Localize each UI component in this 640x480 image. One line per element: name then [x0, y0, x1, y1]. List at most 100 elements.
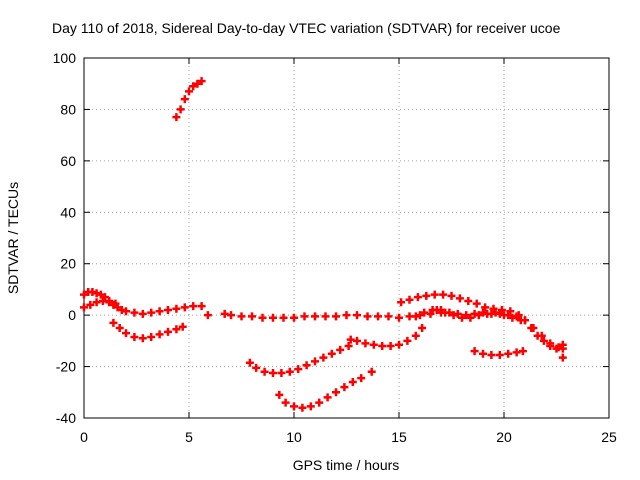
series-arc-8	[346, 324, 427, 350]
x-tick-label: 5	[185, 429, 193, 445]
data-point	[512, 312, 521, 321]
series-arc-2	[80, 288, 206, 318]
y-tick-label: 80	[60, 101, 76, 117]
data-point	[466, 313, 475, 322]
grid-lines	[84, 58, 609, 418]
x-tick-label: 0	[80, 429, 88, 445]
data-point	[416, 311, 424, 320]
data-point	[537, 331, 546, 340]
data-point	[449, 311, 458, 320]
data-point	[453, 309, 462, 318]
data-point	[413, 293, 422, 302]
data-point	[285, 367, 294, 376]
data-point	[395, 313, 403, 322]
data-point	[180, 303, 189, 312]
data-point	[189, 302, 198, 311]
data-point	[397, 298, 406, 307]
data-point	[420, 308, 429, 317]
data-point	[275, 390, 284, 399]
data-point	[323, 393, 332, 402]
data-point	[539, 336, 548, 345]
chart-title: Day 110 of 2018, Sidereal Day-to-day VTE…	[52, 20, 561, 36]
data-point	[164, 306, 172, 314]
data-point	[298, 403, 307, 412]
data-point	[260, 367, 269, 376]
data-point	[185, 87, 193, 96]
data-point	[483, 309, 492, 318]
data-point	[245, 358, 254, 367]
y-tick-label: 60	[60, 153, 76, 169]
data-point	[269, 369, 277, 377]
data-point	[472, 299, 481, 308]
data-point	[92, 289, 101, 298]
y-tick-label: 100	[53, 50, 77, 66]
data-point	[227, 311, 235, 320]
series-arc-1	[172, 77, 206, 122]
x-axis-label: GPS time / hours	[293, 457, 400, 473]
data-point	[147, 308, 156, 317]
data-point	[319, 353, 328, 362]
data-point	[88, 288, 97, 296]
series-arc-6	[245, 342, 353, 377]
data-point	[220, 309, 229, 318]
data-point	[470, 309, 479, 318]
data-point	[462, 311, 471, 320]
data-point	[554, 343, 563, 352]
data-point	[346, 335, 355, 344]
data-point	[342, 311, 351, 320]
data-point	[130, 308, 139, 317]
data-point	[252, 363, 261, 372]
data-point	[395, 340, 403, 349]
data-point	[80, 303, 88, 312]
series-arc-4	[109, 318, 187, 343]
data-point	[111, 299, 120, 308]
data-point	[529, 324, 538, 332]
data-point	[384, 312, 393, 321]
x-tick-label: 25	[601, 429, 617, 445]
data-point	[193, 79, 202, 88]
series-arc-12	[470, 347, 527, 359]
data-point	[138, 309, 147, 318]
data-point	[348, 378, 357, 386]
data-point	[290, 313, 298, 322]
data-point	[411, 312, 420, 321]
data-point	[336, 345, 345, 354]
data-point	[386, 342, 395, 350]
data-point	[458, 313, 466, 322]
data-point	[487, 351, 496, 359]
data-point	[117, 306, 126, 314]
data-point	[516, 316, 525, 325]
y-tick-label: -20	[56, 359, 76, 375]
data-point	[479, 349, 487, 358]
y-tick-label: -40	[56, 410, 76, 426]
data-point	[430, 290, 439, 299]
data-point	[474, 311, 483, 320]
data-point	[130, 333, 139, 341]
data-point	[109, 318, 118, 327]
data-point	[403, 336, 412, 345]
data-point	[279, 313, 288, 322]
data-point	[155, 307, 164, 316]
data-point	[353, 336, 361, 345]
data-point	[512, 348, 521, 357]
data-point	[300, 312, 309, 321]
data-point	[441, 308, 450, 317]
data-point	[340, 383, 349, 392]
x-tick-label: 10	[286, 429, 302, 445]
data-point	[464, 297, 473, 305]
data-point	[481, 303, 490, 312]
data-point	[115, 324, 124, 332]
data-points	[80, 77, 567, 412]
data-point	[172, 325, 181, 334]
series-arc-9	[397, 290, 561, 353]
data-point	[98, 297, 107, 305]
data-point	[405, 295, 414, 304]
data-point	[269, 313, 277, 322]
data-point	[495, 351, 504, 359]
data-point	[164, 327, 172, 336]
plot-frame	[83, 57, 610, 419]
data-point	[290, 402, 298, 411]
data-point	[447, 291, 456, 300]
data-point	[353, 311, 361, 320]
